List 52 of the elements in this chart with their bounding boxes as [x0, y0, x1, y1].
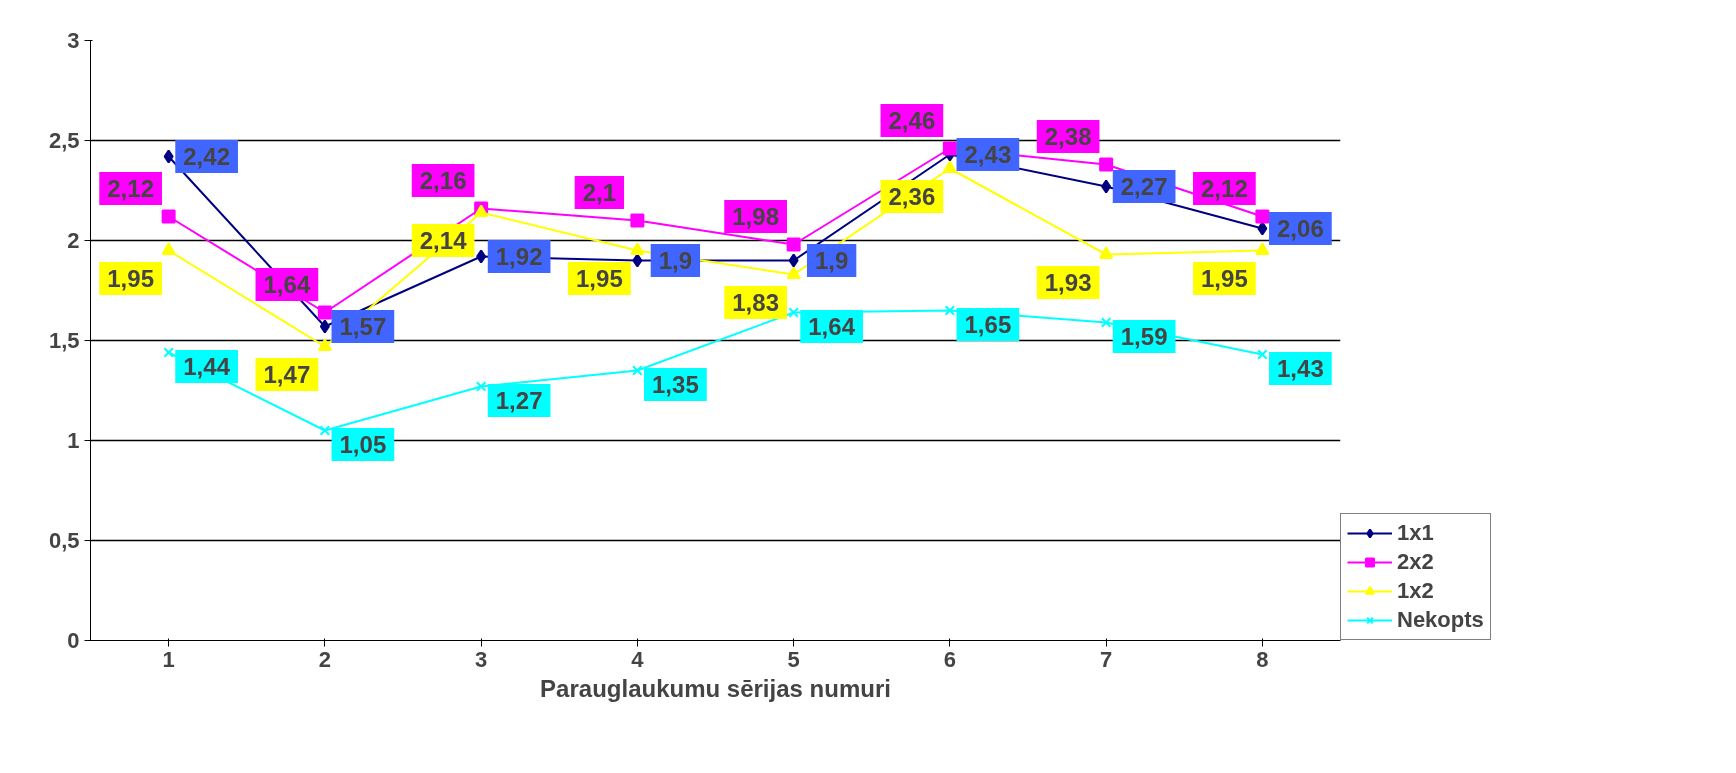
- y-tick-label: 0: [67, 628, 80, 653]
- legend-label: 1x1: [1397, 520, 1434, 546]
- data-label: 1,64: [263, 271, 311, 298]
- x-tick-label: 2: [318, 646, 332, 672]
- y-tick-label: 3: [67, 28, 80, 53]
- data-label: 2,1: [582, 179, 617, 206]
- data-label: 1,59: [1120, 323, 1168, 350]
- legend-label: 2x2: [1397, 549, 1434, 575]
- data-label: 1,95: [576, 265, 623, 292]
- data-label: 1,95: [1201, 265, 1248, 292]
- data-label: 1,44: [183, 353, 231, 380]
- data-label: 1,57: [339, 313, 387, 340]
- x-tick-label: 6: [943, 646, 957, 672]
- data-label: 1,92: [495, 243, 543, 270]
- data-label: 1,9: [658, 247, 693, 274]
- data-label: 1,9: [814, 247, 849, 274]
- legend-label: Nekopts: [1397, 607, 1484, 633]
- data-label: 1,83: [732, 289, 779, 316]
- x-tick-label: 5: [787, 646, 800, 672]
- data-label: 1,43: [1277, 355, 1324, 382]
- data-label: 1,65: [964, 311, 1012, 338]
- data-label: 1,93: [1044, 269, 1092, 296]
- data-label: 1,05: [339, 431, 387, 458]
- data-label: 1,64: [808, 313, 856, 340]
- data-label: 2,27: [1120, 173, 1168, 200]
- x-axis-title: Parauglaukumu sērijas numuri: [540, 674, 891, 702]
- legend-label: 1x2: [1397, 578, 1434, 604]
- data-label: 1,27: [495, 387, 543, 414]
- data-label: 2,14: [419, 227, 468, 254]
- data-label: 2,43: [964, 141, 1012, 168]
- x-tick-label: 8: [1256, 646, 1269, 672]
- data-label: 2,36: [888, 183, 936, 210]
- data-label: 2,12: [1201, 175, 1248, 202]
- data-label: 1,35: [652, 371, 699, 398]
- x-tick-label: 7: [1100, 646, 1113, 672]
- data-label: 1,95: [107, 265, 154, 292]
- y-tick-label: 1,5: [48, 328, 80, 353]
- data-label: 2,46: [888, 107, 936, 134]
- data-label: 2,06: [1277, 215, 1324, 242]
- data-label: 1,98: [732, 203, 779, 230]
- data-label: 2,42: [183, 143, 230, 170]
- x-tick-label: 3: [475, 646, 488, 672]
- y-tick-label: 2,5: [48, 128, 80, 153]
- y-tick-label: 2: [67, 228, 80, 253]
- data-label: 2,38: [1044, 123, 1092, 150]
- data-label: 2,16: [419, 167, 467, 194]
- data-label: 2,12: [107, 175, 154, 202]
- data-label: 1,47: [263, 361, 311, 388]
- y-tick-label: 1: [67, 428, 80, 453]
- x-tick-label: 1: [162, 646, 175, 672]
- y-tick-label: 0,5: [48, 528, 80, 553]
- x-tick-label: 4: [631, 646, 645, 672]
